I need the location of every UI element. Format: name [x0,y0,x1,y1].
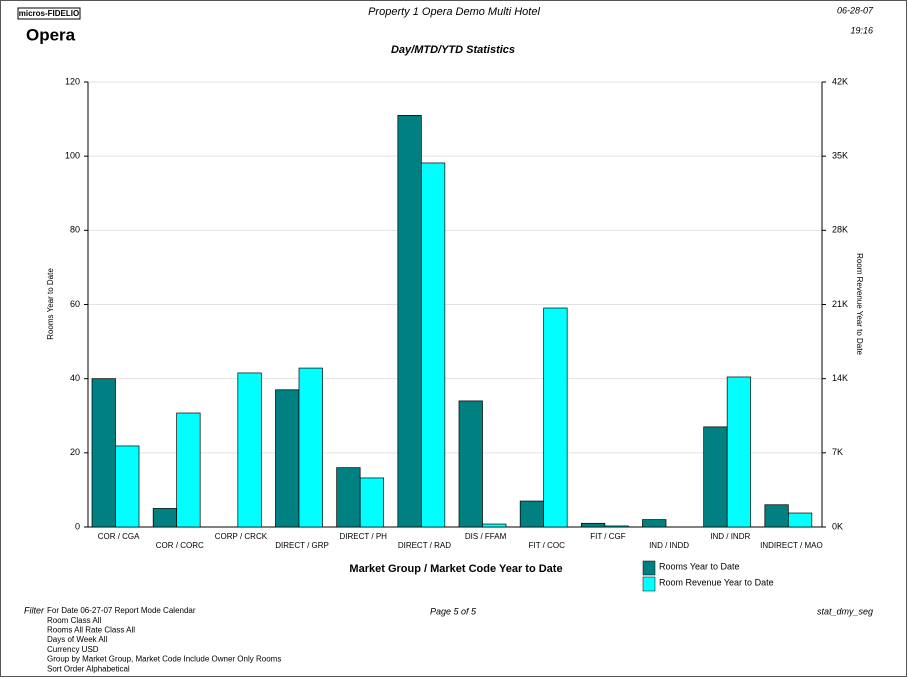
y-tick-label: 80 [70,225,80,235]
legend-label: Room Revenue Year to Date [659,577,774,587]
x-tick-label: COR / CGA [98,532,140,541]
report-title: Day/MTD/YTD Statistics [391,44,515,56]
logo-box [17,7,81,20]
x-tick-label: INDIRECT / MAO [760,541,823,550]
bar [764,504,789,528]
bar [726,376,752,528]
print-time: 19:16 [850,25,873,35]
y2-tick-label: 0K [832,521,843,531]
page-number: Page 5 of 5 [430,606,477,616]
bar [543,307,568,528]
x-tick-label: FIT / COC [529,541,566,550]
bar [397,115,422,528]
bar [604,525,629,528]
y2-tick-label: 14K [832,373,848,383]
bar [519,500,545,528]
x-tick-label: IND / INDR [710,532,750,541]
x-tick-label: DIS / FFAM [465,532,507,541]
x-tick-label: DIRECT / RAD [398,541,451,550]
x-tick-label: FIT / CGF [590,532,626,541]
filter-line: Group by Market Group, Market Code Inclu… [47,655,281,664]
bar [152,508,178,528]
x-axis-title: Market Group / Market Code Year to Date [349,563,562,575]
bar [458,400,483,528]
bar [420,162,446,528]
y-tick-label: 120 [65,76,80,86]
print-date: 06-28-07 [837,5,874,15]
filter-line: Sort Order Alphabetical [47,664,130,673]
y-tick-label: 60 [70,299,80,309]
filter-line: Room Class All [47,616,101,625]
x-tick-label: CORP / CRCK [215,532,268,541]
bar [237,372,262,528]
y-tick-label: 100 [65,151,80,161]
bar [359,477,385,528]
y-tick-label: 0 [75,521,80,531]
bar [115,445,140,528]
y-tick-label: 20 [70,447,80,457]
property-name: Property 1 Opera Demo Multi Hotel [368,6,540,18]
y2-axis-title: Room Revenue Year to Date [855,253,864,355]
bar [176,412,201,528]
filter-line: Rooms All Rate Class All [47,626,135,635]
bar [275,389,300,528]
filter-line: Days of Week All [47,635,108,644]
bar [482,523,507,528]
y2-tick-label: 35K [832,151,848,161]
report-code: stat_dmy_seg [817,606,873,616]
logo-brand: micros-FIDELIO [19,9,79,18]
logo-product: Opera [26,25,76,44]
x-tick-label: IND / INDD [649,541,689,550]
bar [298,367,323,528]
x-tick-label: DIRECT / GRP [275,541,329,550]
filter-line: Currency USD [47,645,99,654]
bar [703,426,728,528]
bar [787,512,813,528]
legend-label: Rooms Year to Date [659,561,740,571]
y-tick-label: 40 [70,373,80,383]
y2-tick-label: 21K [832,299,848,309]
legend-swatch [642,560,656,576]
x-tick-label: COR / CORC [156,541,204,550]
y2-tick-label: 7K [832,447,843,457]
bar [336,467,361,528]
y2-tick-label: 28K [832,225,848,235]
y-axis-title: Rooms Year to Date [46,268,55,340]
filter-label: Filter [24,605,45,615]
legend-swatch [642,576,656,592]
y2-tick-label: 42K [832,76,848,86]
bar [91,378,116,528]
x-tick-label: DIRECT / PH [340,532,388,541]
bar [580,522,606,528]
bar [642,519,667,528]
filter-line: For Date 06-27-07 Report Mode Calendar [47,606,196,615]
